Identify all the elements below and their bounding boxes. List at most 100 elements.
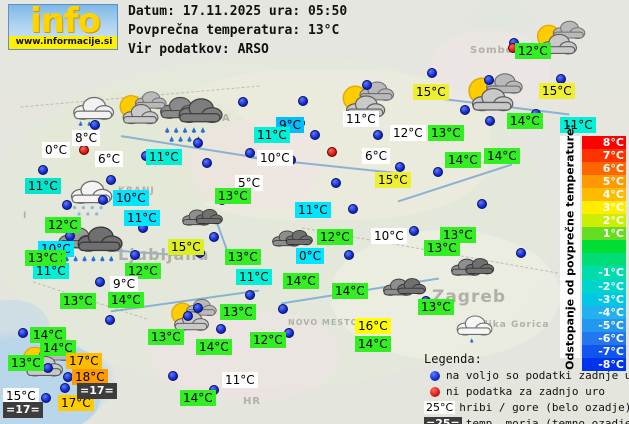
station-marker[interactable] bbox=[106, 175, 116, 185]
station-marker[interactable] bbox=[43, 363, 53, 373]
station-marker[interactable] bbox=[193, 303, 203, 313]
color-scale-step: -1°C bbox=[582, 266, 626, 280]
color-scale-bar: 8°C 7°C 6°C 5°C 4°C 3°C 2°C 1°C -1°C -2°C -3°C -4°C… bbox=[582, 136, 626, 371]
station-marker[interactable] bbox=[485, 116, 495, 126]
sun-cloud-icon bbox=[455, 70, 529, 122]
color-scale-step: -2°C bbox=[582, 279, 626, 293]
temperature-label: 13°C bbox=[225, 249, 261, 265]
station-marker[interactable] bbox=[168, 371, 178, 381]
legend-row: 25°C hribi / gore (belo ozadje) bbox=[424, 400, 629, 415]
station-marker[interactable] bbox=[348, 204, 358, 214]
temperature-label: 11°C bbox=[146, 149, 182, 165]
station-marker[interactable] bbox=[245, 290, 255, 300]
station-marker[interactable] bbox=[362, 80, 372, 90]
color-scale-step bbox=[582, 253, 626, 267]
color-scale-step: -7°C bbox=[582, 344, 626, 358]
legend-station-nodata-icon bbox=[424, 386, 446, 397]
station-marker[interactable] bbox=[209, 232, 219, 242]
station-marker[interactable] bbox=[245, 148, 255, 158]
station-marker[interactable] bbox=[202, 158, 212, 168]
station-marker[interactable] bbox=[395, 162, 405, 172]
temperature-label: 8°C bbox=[72, 130, 101, 146]
temperature-label: 13°C bbox=[424, 240, 460, 256]
station-marker[interactable] bbox=[298, 96, 308, 106]
station-marker[interactable] bbox=[427, 68, 437, 78]
station-marker[interactable] bbox=[62, 200, 72, 210]
temperature-label: 11°C bbox=[25, 178, 61, 194]
legend-row-label: temp. morja (temno ozadje) bbox=[465, 417, 629, 424]
temperature-label: 14°C bbox=[40, 340, 76, 356]
station-marker[interactable] bbox=[130, 250, 140, 260]
legend-row-label: hribi / gore (belo ozadje) bbox=[459, 401, 629, 414]
station-marker[interactable] bbox=[409, 226, 419, 236]
temperature-label: 14°C bbox=[355, 336, 391, 352]
color-scale: Odstopanje od povprečne temperature: 8°C… bbox=[560, 124, 626, 371]
legend-rows: na voljo so podatki zadnje ure ni podatka… bbox=[424, 368, 629, 424]
color-scale-step: 4°C bbox=[582, 188, 626, 202]
temperature-label: 15°C bbox=[3, 388, 39, 404]
temperature-label: 17°C bbox=[58, 395, 94, 411]
temperature-label: 18°C bbox=[72, 369, 108, 385]
temperature-label: 13°C bbox=[215, 188, 251, 204]
color-scale-axis-label-text: Odstopanje od povprečne temperature: bbox=[563, 124, 577, 370]
temperature-label: 11°C bbox=[222, 372, 258, 388]
station-marker[interactable] bbox=[331, 178, 341, 188]
station-marker[interactable] bbox=[310, 130, 320, 140]
station-marker[interactable] bbox=[216, 324, 226, 334]
color-scale-step: 5°C bbox=[582, 175, 626, 189]
station-marker[interactable] bbox=[460, 105, 470, 115]
temperature-label: 11°C bbox=[343, 111, 379, 127]
station-marker[interactable] bbox=[278, 304, 288, 314]
rain-cloud-icon bbox=[62, 95, 124, 141]
color-scale-step: -6°C bbox=[582, 331, 626, 345]
temperature-label: 13°C bbox=[418, 299, 454, 315]
temperature-label: 6°C bbox=[362, 148, 391, 164]
temperature-label: 10°C bbox=[257, 150, 293, 166]
dark-cloud-icon bbox=[370, 275, 436, 311]
station-marker[interactable] bbox=[516, 248, 526, 258]
temperature-label: 14°C bbox=[445, 152, 481, 168]
station-marker[interactable] bbox=[38, 165, 48, 175]
header-data-source: Vir podatkov: ARSO bbox=[128, 42, 269, 57]
temperature-label: 12°C bbox=[125, 263, 161, 279]
color-scale-axis-label: Odstopanje od povprečne temperature: bbox=[560, 124, 580, 370]
temperature-label: 12°C bbox=[45, 217, 81, 233]
legend: Legenda: na voljo so podatki zadnje ure n… bbox=[424, 352, 629, 424]
legend-sea-temp-chip: =25= bbox=[424, 417, 462, 424]
temperature-label: 17°C bbox=[66, 353, 102, 369]
temperature-label: 6°C bbox=[95, 151, 124, 167]
station-marker[interactable] bbox=[433, 167, 443, 177]
temperature-label: 14°C bbox=[507, 113, 543, 129]
station-marker[interactable] bbox=[193, 138, 203, 148]
temperature-label: 11°C bbox=[124, 210, 160, 226]
station-marker[interactable] bbox=[344, 250, 354, 260]
station-marker[interactable] bbox=[238, 97, 248, 107]
station-marker[interactable] bbox=[373, 130, 383, 140]
site-logo[interactable]: info www.informacije.si bbox=[8, 4, 118, 50]
temperature-label: 13°C bbox=[8, 355, 44, 371]
station-marker[interactable] bbox=[477, 199, 487, 209]
station-marker[interactable] bbox=[90, 120, 100, 130]
dark-cloud-icon bbox=[170, 206, 232, 240]
rain-cloud-dark-icon bbox=[50, 226, 128, 278]
legend-row-label: ni podatka za zadnjo uro bbox=[446, 385, 605, 398]
color-scale-step: 8°C bbox=[582, 136, 626, 150]
temperature-label: 15°C bbox=[375, 172, 411, 188]
color-scale-step: -3°C bbox=[582, 292, 626, 306]
station-marker-nodata[interactable] bbox=[79, 145, 89, 155]
temperature-label: 13°C bbox=[428, 125, 464, 141]
logo-url: www.informacije.si bbox=[9, 36, 117, 49]
station-marker[interactable] bbox=[183, 311, 193, 321]
station-marker[interactable] bbox=[95, 277, 105, 287]
station-marker[interactable] bbox=[18, 328, 28, 338]
dark-cloud-icon bbox=[260, 227, 322, 261]
station-marker[interactable] bbox=[484, 75, 494, 85]
station-marker-nodata[interactable] bbox=[327, 147, 337, 157]
station-marker[interactable] bbox=[105, 315, 115, 325]
station-marker[interactable] bbox=[41, 393, 51, 403]
legend-station-ok-icon bbox=[424, 370, 446, 381]
station-marker[interactable] bbox=[98, 195, 108, 205]
color-scale-step bbox=[582, 240, 626, 254]
station-marker[interactable] bbox=[60, 383, 70, 393]
color-scale-step: 2°C bbox=[582, 214, 626, 228]
